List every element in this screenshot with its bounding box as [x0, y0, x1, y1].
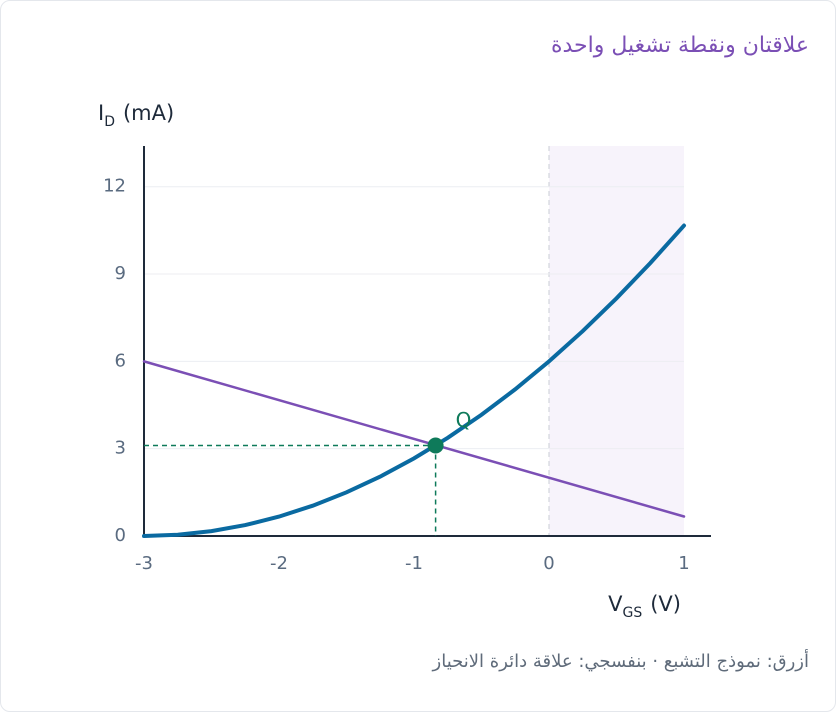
y-tick-label: 6: [115, 350, 126, 371]
point-label: Q: [456, 408, 472, 432]
caption: أزرق: نموذج التشبع · بنفسجي: علاقة دائرة…: [432, 651, 809, 672]
series-line: [142, 223, 686, 538]
y-axis-label: ID (mA): [98, 101, 174, 130]
x-label-main: V: [608, 592, 623, 616]
y-tick-label: 9: [115, 263, 126, 284]
y-tick-label: 0: [115, 525, 126, 546]
x-label-sub: GS: [622, 605, 642, 621]
x-axis-label: VGS (V): [608, 592, 681, 621]
y-tick-label: 3: [115, 438, 126, 459]
x-tick-label: -1: [405, 553, 423, 574]
x-tick-label: 0: [543, 553, 554, 574]
operating-point: [427, 437, 444, 454]
y-label-unit: (mA): [123, 101, 174, 125]
x-tick-label: -2: [270, 553, 288, 574]
x-tick-label: 1: [678, 553, 689, 574]
series-line: [142, 360, 686, 518]
y-label-main: I: [98, 101, 104, 125]
x-tick-label: -3: [135, 553, 153, 574]
x-label-unit: (V): [650, 592, 681, 616]
y-label-sub: D: [104, 114, 115, 130]
chart-title: علاقتان ونقطة تشغيل واحدة: [550, 33, 809, 58]
y-tick-label: 12: [103, 176, 126, 197]
